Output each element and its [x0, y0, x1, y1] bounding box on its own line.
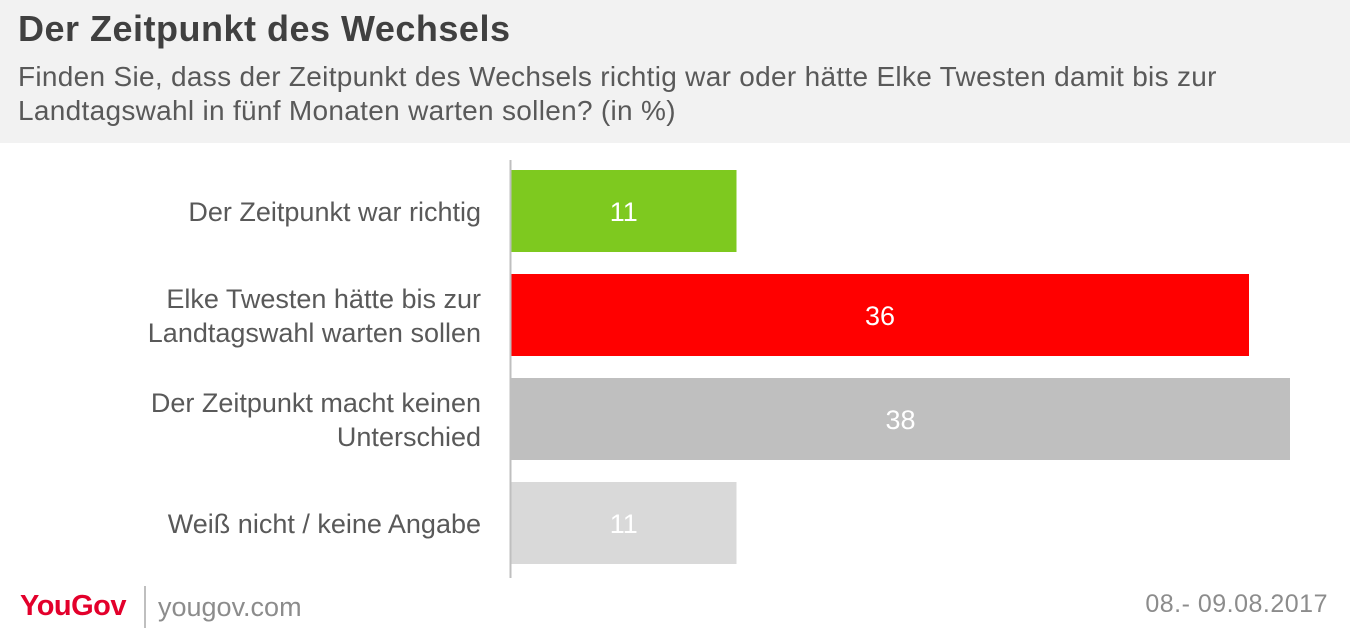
category-label-4: Weiß nicht / keine Angabe: [168, 509, 481, 539]
bar-value-label-1: 11: [610, 197, 638, 227]
category-label-2-line-2: Landtagswahl warten sollen: [148, 318, 481, 348]
survey-date: 08.- 09.08.2017: [1145, 590, 1328, 618]
bar-1: [511, 170, 737, 252]
bar-value-label-2: 36: [865, 301, 895, 331]
category-label-2: Elke Twesten hätte bis zur Landtagswahl w…: [148, 284, 481, 348]
category-label-1: Der Zeitpunkt war richtig: [188, 197, 481, 227]
category-label-3: Der Zeitpunkt macht keinen Unterschied: [151, 388, 481, 452]
bar-value-label-3: 38: [885, 405, 915, 435]
bar-value-label-4: 11: [610, 509, 638, 539]
bar-3: [511, 378, 1290, 460]
category-label-3-line-1: Der Zeitpunkt macht keinen: [151, 388, 481, 418]
footer-url: yougov.com: [158, 592, 302, 622]
category-label-2-line-1: Elke Twesten hätte bis zur: [166, 284, 481, 314]
category-label-1-line-1: Der Zeitpunkt war richtig: [188, 197, 481, 227]
chart-subtitle: Finden Sie, dass der Zeitpunkt des Wechs…: [18, 61, 1217, 126]
category-label-3-line-2: Unterschied: [337, 422, 481, 452]
header-band: Der Zeitpunkt des Wechsels Finden Sie, d…: [0, 0, 1350, 143]
chart-title: Der Zeitpunkt des Wechsels: [18, 8, 511, 49]
yougov-logo: YouGov: [20, 590, 127, 622]
category-label-4-line-1: Weiß nicht / keine Angabe: [168, 509, 481, 539]
bar-4: [511, 482, 737, 564]
bar-2: [511, 274, 1249, 356]
footer-divider: [144, 586, 146, 628]
